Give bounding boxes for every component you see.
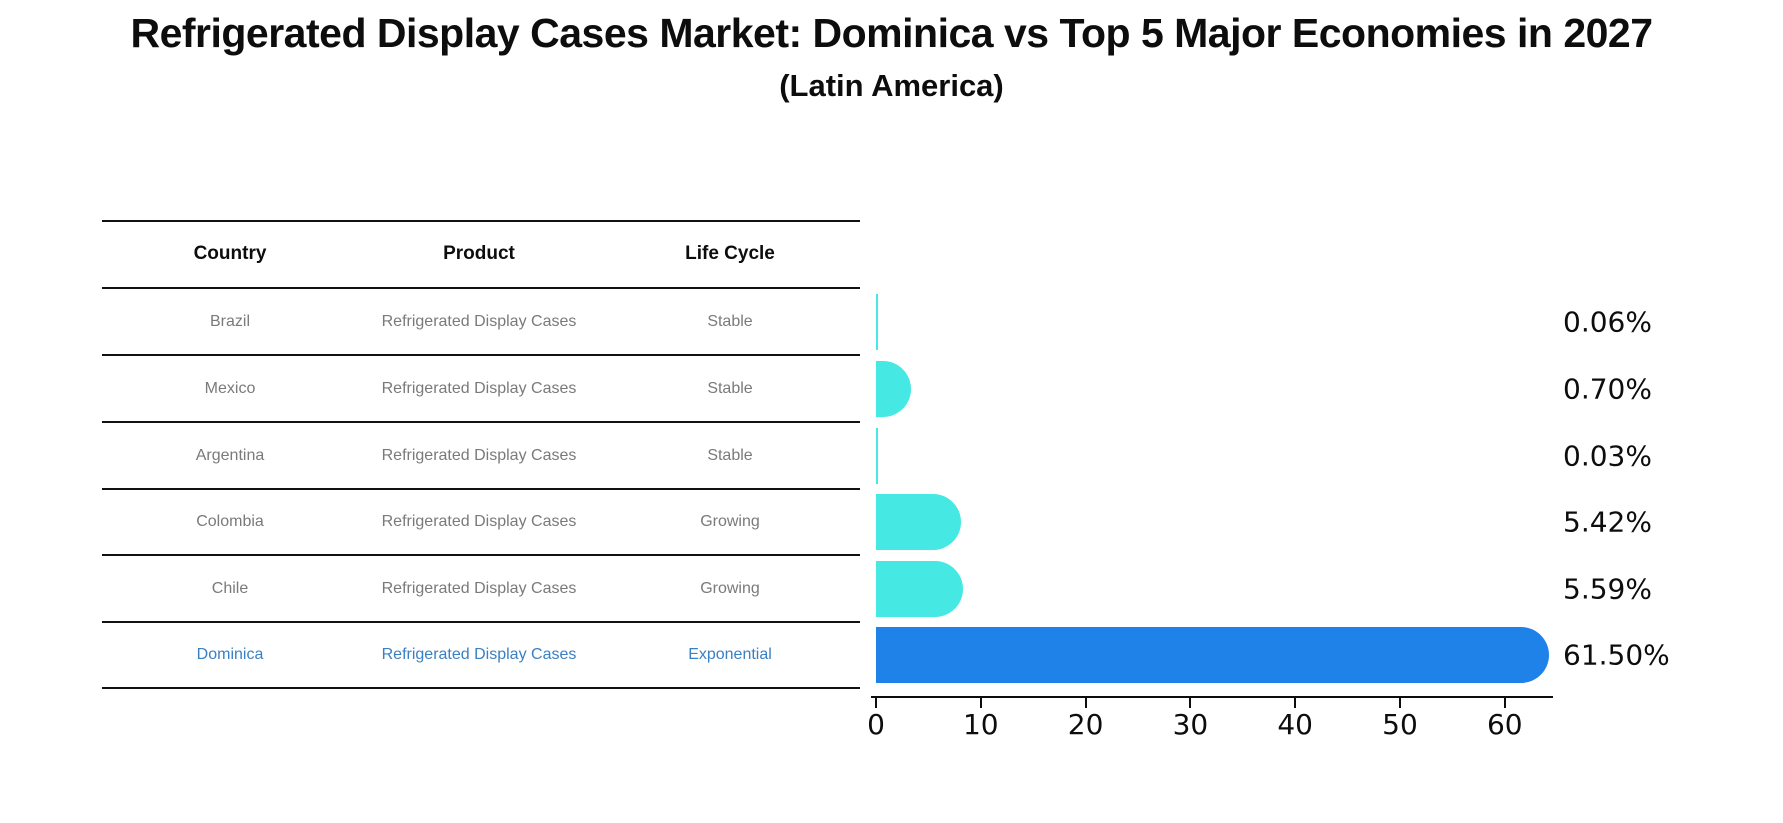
x-tick-label: 0 bbox=[867, 708, 885, 741]
chart-title: Refrigerated Display Cases Market: Domin… bbox=[130, 10, 1653, 56]
x-tick-label: 50 bbox=[1382, 708, 1418, 741]
bar-colombia bbox=[876, 494, 961, 550]
table-cell-country: Dominica bbox=[196, 646, 264, 663]
bar-mexico bbox=[876, 360, 912, 417]
x-tick bbox=[979, 697, 982, 708]
x-tick bbox=[1503, 697, 1506, 708]
table-cell-country: Brazil bbox=[209, 312, 250, 330]
table-cell-product: Refrigerated Display Cases bbox=[381, 513, 577, 530]
table-cell-country: Chile bbox=[211, 579, 249, 597]
x-axis-line bbox=[871, 696, 1553, 698]
bar-value-label: 5.42% bbox=[1563, 505, 1652, 539]
x-tick-label: 60 bbox=[1486, 708, 1523, 741]
col-header-lifecycle: Life Cycle bbox=[685, 243, 775, 264]
x-tick bbox=[1084, 697, 1087, 708]
table-cell-lifecycle: Stable bbox=[707, 379, 753, 397]
table-rule bbox=[102, 488, 860, 490]
bar-value-label: 0.06% bbox=[1563, 305, 1652, 338]
table-cell-product: Refrigerated Display Cases bbox=[381, 646, 577, 663]
table-rule bbox=[102, 220, 860, 222]
table-cell-product: Refrigerated Display Cases bbox=[381, 446, 577, 464]
x-tick-label: 40 bbox=[1277, 708, 1314, 741]
table-rule bbox=[102, 421, 860, 423]
table-cell-country: Colombia bbox=[196, 513, 264, 530]
bar-brazil bbox=[876, 293, 878, 350]
bar-value-label: 0.03% bbox=[1563, 439, 1652, 472]
x-tick-label: 20 bbox=[1067, 708, 1104, 741]
bar-chile bbox=[876, 560, 963, 617]
table-cell-product: Refrigerated Display Cases bbox=[381, 312, 577, 330]
bar-value-label: 5.59% bbox=[1563, 572, 1652, 605]
table-cell-country: Argentina bbox=[195, 446, 265, 464]
bar-value-label: 61.50% bbox=[1563, 638, 1670, 672]
x-tick bbox=[875, 697, 877, 708]
table-rule bbox=[102, 687, 860, 689]
bar-dominica bbox=[876, 627, 1549, 683]
col-header-product: Product bbox=[443, 243, 515, 264]
table-rule bbox=[102, 287, 860, 289]
bar-argentina bbox=[876, 427, 878, 484]
x-tick bbox=[1294, 697, 1297, 708]
table-cell-product: Refrigerated Display Cases bbox=[381, 579, 577, 597]
table-rule bbox=[102, 554, 860, 556]
table-cell-lifecycle: Exponential bbox=[688, 646, 772, 663]
chart-subtitle: (Latin America) bbox=[779, 68, 1004, 103]
table-cell-lifecycle: Stable bbox=[707, 446, 753, 464]
col-header-country: Country bbox=[193, 243, 267, 264]
table-cell-lifecycle: Growing bbox=[700, 579, 760, 597]
x-tick-label: 30 bbox=[1172, 708, 1209, 741]
table-cell-country: Mexico bbox=[204, 379, 256, 397]
table-cell-lifecycle: Growing bbox=[700, 513, 760, 530]
table-rule bbox=[102, 354, 860, 356]
x-tick-label: 10 bbox=[962, 708, 999, 741]
bar-value-label: 0.70% bbox=[1563, 372, 1652, 405]
table-cell-lifecycle: Stable bbox=[707, 312, 753, 330]
table-cell-product: Refrigerated Display Cases bbox=[381, 379, 577, 397]
x-tick bbox=[1189, 697, 1192, 708]
x-tick bbox=[1399, 697, 1401, 708]
table-rule bbox=[102, 621, 860, 623]
